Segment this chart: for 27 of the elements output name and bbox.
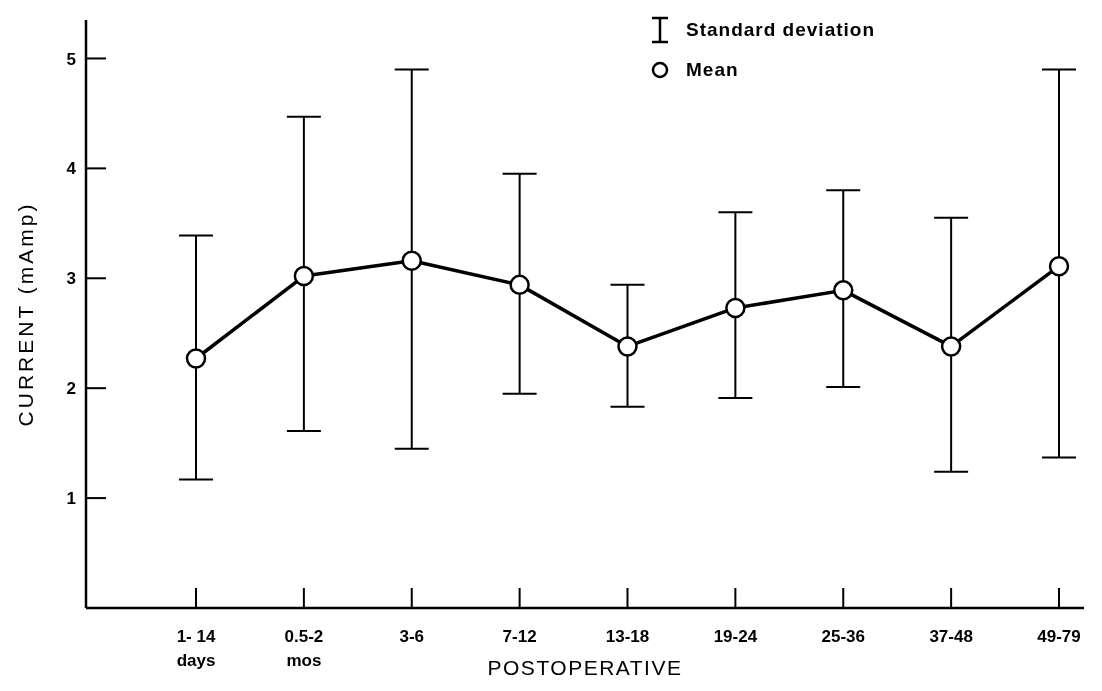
y-tick-label: 2	[66, 379, 76, 399]
y-tick-label: 5	[66, 49, 76, 69]
x-tick-label: 0.5-2 mos	[284, 627, 324, 670]
x-tick-label: 37-48	[929, 627, 973, 646]
x-tick-label: 25-36	[821, 627, 865, 646]
point	[725, 297, 746, 319]
x-tick-label: 13-18	[605, 627, 650, 646]
point	[293, 265, 315, 287]
point	[509, 274, 530, 296]
x-tick-label: 7-12	[502, 627, 537, 646]
x-tick-label: 3-6	[399, 627, 425, 646]
point	[940, 336, 962, 357]
x-tick-label: 1- 14 days	[176, 627, 216, 670]
point	[617, 336, 638, 357]
y-axis-title: CURRENT (mAmp)	[14, 201, 38, 427]
point	[1048, 255, 1070, 277]
point	[185, 348, 207, 369]
x-tick-label: 19-24	[713, 627, 758, 646]
y-tick-label: 3	[66, 269, 76, 289]
legend-label: Mean	[686, 59, 739, 81]
point	[833, 280, 854, 301]
x-tick-label: 49-79	[1037, 627, 1081, 646]
y-tick-label: 1	[66, 489, 76, 509]
point	[401, 250, 422, 271]
x-axis-title: POSTOPERATIVE	[487, 656, 683, 679]
y-tick-label: 4	[66, 159, 77, 179]
annotation: Standard deviation	[686, 19, 876, 41]
